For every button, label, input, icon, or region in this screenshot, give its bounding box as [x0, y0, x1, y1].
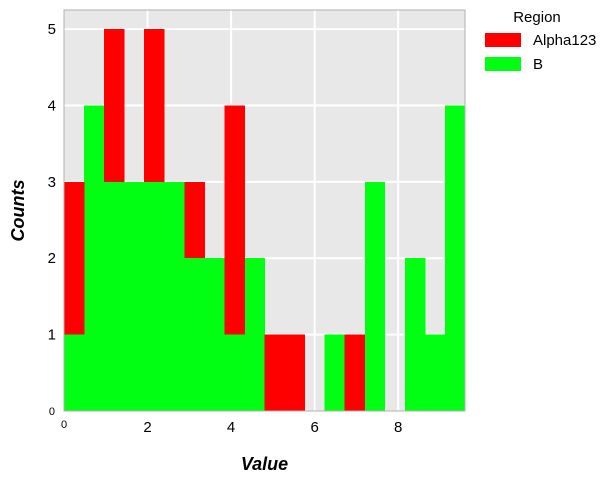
- bar-b: [124, 181, 145, 411]
- x-tick-label: 0: [61, 419, 67, 431]
- legend: Region Alpha123 B: [485, 9, 596, 73]
- bar-b: [424, 334, 446, 411]
- bar-alpha123: [264, 334, 285, 411]
- histogram-bars: [64, 29, 466, 411]
- bar-b: [244, 258, 265, 411]
- bar-b: [184, 258, 205, 411]
- bar-alpha123: [284, 334, 305, 411]
- y-tick-label: 4: [48, 97, 56, 114]
- x-tick-label: 2: [143, 419, 151, 436]
- x-tick-labels: 0 2 4 6 8: [61, 419, 402, 436]
- y-tick-label: 1: [48, 327, 56, 344]
- bar-b: [84, 105, 105, 411]
- y-axis-title: Counts: [8, 180, 28, 242]
- legend-swatch: [485, 57, 521, 71]
- legend-title: Region: [513, 9, 561, 26]
- bar-b: [224, 334, 245, 411]
- bar-b: [144, 181, 165, 411]
- y-tick-labels: 0 1 2 3 4 5: [48, 21, 56, 418]
- legend-label: Alpha123: [533, 32, 596, 49]
- legend-label: B: [533, 56, 543, 73]
- plot-frame: [63, 9, 466, 412]
- x-tick-label: 6: [310, 419, 318, 436]
- bar-b: [64, 334, 85, 411]
- bar-alpha123: [64, 181, 85, 335]
- bar-alpha123: [104, 29, 125, 182]
- y-tick-label: 5: [48, 21, 56, 38]
- bar-b: [444, 105, 466, 411]
- bar-b: [364, 181, 386, 411]
- legend-swatch: [485, 33, 521, 47]
- bar-b: [324, 334, 346, 411]
- legend-entries: Alpha123 B: [485, 32, 596, 73]
- bar-b: [164, 181, 185, 411]
- bar-alpha123: [224, 105, 245, 335]
- x-tick-label: 4: [227, 419, 235, 436]
- x-axis-title: Value: [241, 454, 288, 474]
- y-tick-label: 3: [48, 174, 56, 191]
- bar-alpha123: [144, 29, 165, 182]
- bar-b: [204, 258, 225, 411]
- bar-b: [104, 181, 125, 411]
- y-tick-label: 2: [48, 250, 56, 267]
- bar-alpha123: [344, 334, 366, 411]
- bar-b: [404, 258, 426, 411]
- x-tick-label: 8: [394, 419, 402, 436]
- y-tick-label: 0: [49, 406, 55, 418]
- bar-alpha123: [184, 181, 205, 259]
